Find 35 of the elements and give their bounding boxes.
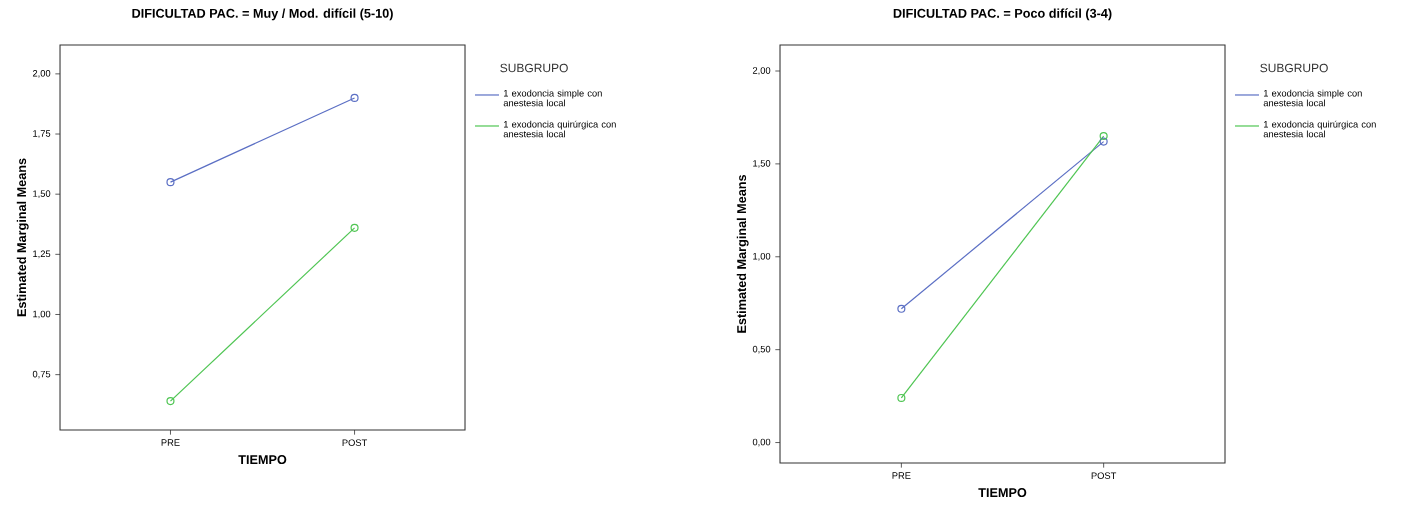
point: [897, 393, 906, 403]
y-tick-label: 1,50: [753, 160, 771, 168]
point: [1099, 131, 1108, 141]
legend-label: 1 exodoncia simple con anestesia local: [1263, 89, 1362, 107]
legend-title: SUBGRUPO: [1260, 63, 1328, 73]
legend-label: 1 exodoncia quirúrgica con anestesia local: [1263, 120, 1376, 138]
y-tick-label: 2,00: [752, 67, 771, 75]
legend-title: SUBGRUPO: [500, 63, 568, 73]
x-axis-title: TIEMPO: [238, 455, 287, 465]
y-tick-label: 1,00: [753, 252, 771, 261]
x-tick-label: POST: [1091, 472, 1117, 479]
x-tick-label: POST: [342, 439, 368, 446]
y-tick-label: 1,75: [33, 130, 51, 138]
point: [1099, 137, 1108, 146]
legend-label: 1 exodoncia simple con anestesia local: [503, 89, 602, 107]
x-tick-label: PRE: [161, 439, 180, 446]
point: [350, 223, 359, 232]
point: [897, 304, 906, 313]
y-tick-label: 1,00: [33, 310, 51, 319]
y-tick-label: 0,75: [32, 370, 51, 379]
y-tick-label: 0,50: [752, 345, 771, 354]
chart-title: DIFICULTAD PAC. = Muy / Mod. difícil (5-10): [132, 8, 393, 21]
y-tick-label: 0,00: [752, 438, 771, 447]
y-axis-title: Estimated Marginal Means: [736, 174, 749, 333]
y-axis-title: Estimated Marginal Means: [16, 158, 29, 317]
point: [166, 178, 175, 187]
x-tick-label: PRE: [892, 472, 911, 479]
chart-title: DIFICULTAD PAC. = Poco difícil (3-4): [893, 8, 1112, 21]
point: [350, 93, 359, 102]
y-tick-label: 1,50: [33, 190, 51, 199]
legend-label: 1 exodoncia quirúrgica con anestesia local: [503, 120, 616, 138]
y-tick-label: 1,25: [33, 250, 51, 259]
x-axis-title: TIEMPO: [978, 488, 1027, 498]
y-tick-label: 2,00: [32, 70, 51, 78]
point: [166, 397, 175, 406]
